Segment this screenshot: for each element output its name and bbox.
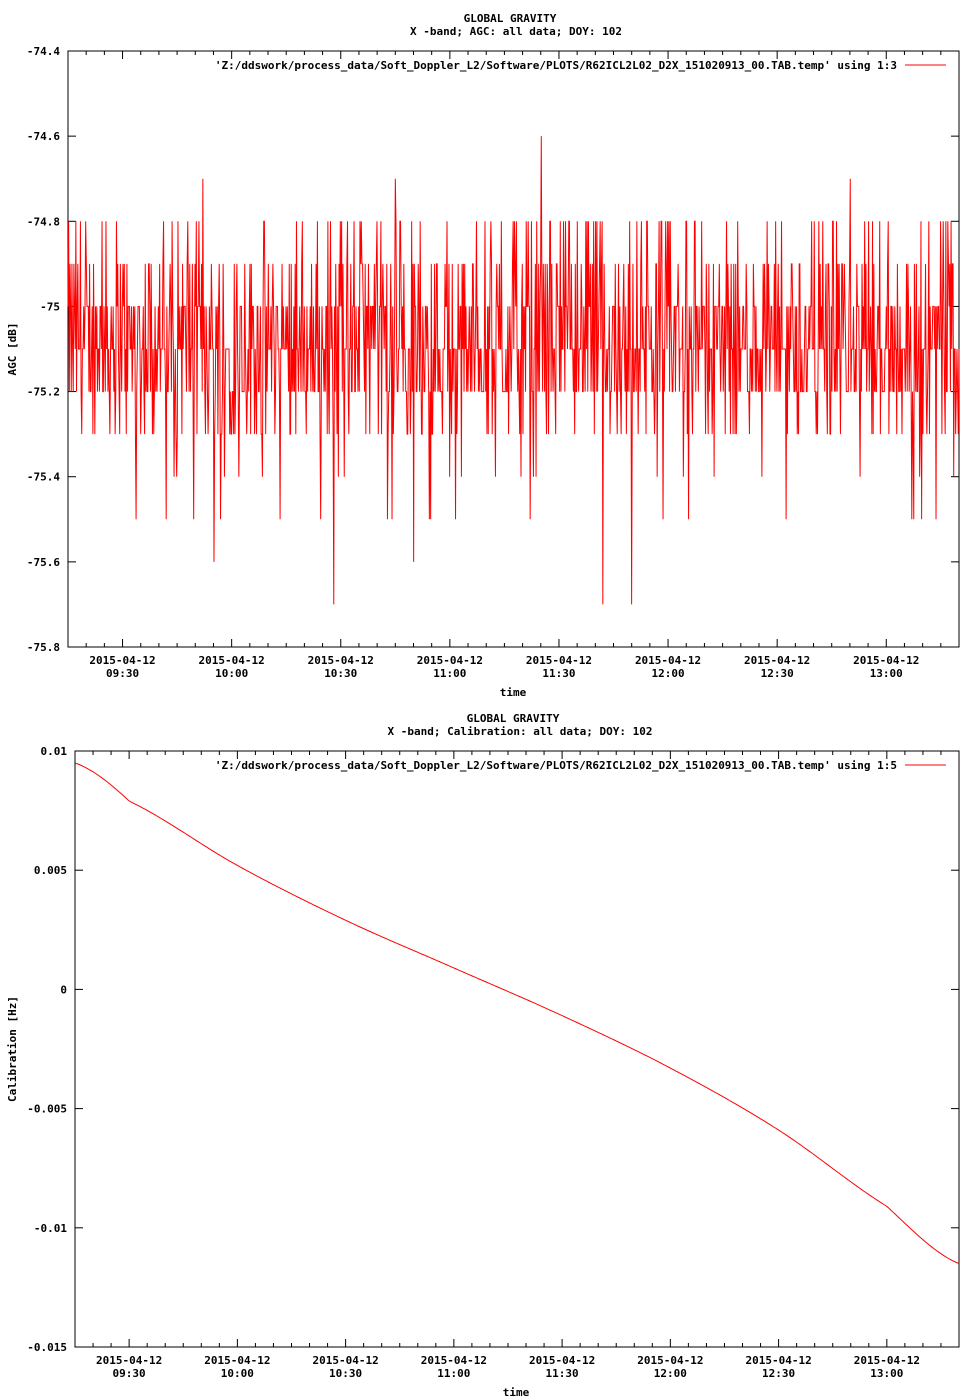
calibration-series-line [74,762,960,1265]
calibration-y-tick-label: -0.015 [27,1341,67,1354]
calibration-x-tick-time: 12:00 [654,1367,687,1380]
calibration-chart-title: GLOBAL GRAVITY [467,712,560,725]
calibration-x-tick-date: 2015-04-12 [421,1354,487,1367]
calibration-x-tick-date: 2015-04-12 [312,1354,378,1367]
calibration-y-ticks: 0.01 0.005 0 -0.005 -0.01 -0.015 [27,745,959,1354]
calibration-x-axis-label: time [503,1386,530,1399]
agc-y-tick-label: -75.6 [27,556,60,569]
calibration-x-tick-time: 09:30 [113,1367,146,1380]
agc-x-tick-time: 09:30 [106,667,139,680]
agc-x-tick-date: 2015-04-12 [526,654,592,667]
agc-x-tick-date: 2015-04-12 [635,654,701,667]
agc-series-path [67,136,960,605]
calibration-series-path [74,762,960,1265]
calibration-x-tick-date: 2015-04-12 [204,1354,270,1367]
calibration-x-tick-time: 12:30 [762,1367,795,1380]
agc-y-tick-label: -75 [40,300,60,313]
calibration-x-ticks: 2015-04-1209:302015-04-1210:002015-04-12… [74,751,960,1380]
agc-chart: GLOBAL GRAVITY X -band; AGC: all data; D… [6,12,960,699]
agc-plot-frame [67,50,960,648]
agc-series-line [67,136,960,605]
calibration-y-axis-label: Calibration [Hz] [6,996,19,1102]
calibration-chart-subtitle: X -band; Calibration: all data; DOY: 102 [388,725,653,738]
calibration-x-tick-date: 2015-04-12 [529,1354,595,1367]
agc-x-tick-date: 2015-04-12 [199,654,265,667]
calibration-x-tick-time: 13:00 [870,1367,903,1380]
calibration-legend-label: 'Z:/ddswork/process_data/Soft_Doppler_L2… [215,759,897,772]
calibration-plot-frame [74,750,960,1348]
agc-x-tick-time: 11:00 [433,667,466,680]
agc-legend-label: 'Z:/ddswork/process_data/Soft_Doppler_L2… [215,59,897,72]
calibration-x-tick-time: 11:30 [546,1367,579,1380]
calibration-y-tick-label: 0 [60,983,67,996]
agc-x-tick-time: 10:00 [215,667,248,680]
calibration-chart: GLOBAL GRAVITY X -band; Calibration: all… [6,712,960,1399]
calibration-x-tick-date: 2015-04-12 [745,1354,811,1367]
agc-x-tick-time: 10:30 [324,667,357,680]
agc-x-axis-label: time [500,686,527,699]
agc-x-tick-date: 2015-04-12 [89,654,155,667]
agc-chart-title: GLOBAL GRAVITY [464,12,557,25]
agc-y-tick-label: -75.2 [27,386,60,399]
calibration-x-tick-date: 2015-04-12 [637,1354,703,1367]
agc-chart-subtitle: X -band; AGC: all data; DOY: 102 [410,25,622,38]
calibration-y-tick-label: 0.01 [41,745,68,758]
agc-x-tick-time: 12:00 [651,667,684,680]
agc-y-tick-label: -74.8 [27,215,60,228]
calibration-x-tick-time: 11:00 [437,1367,470,1380]
agc-y-tick-label: -74.6 [27,130,60,143]
calibration-y-tick-label: -0.005 [27,1103,67,1116]
agc-x-tick-time: 12:30 [761,667,794,680]
calibration-y-tick-label: -0.01 [34,1222,67,1235]
agc-y-tick-label: -75.4 [27,471,60,484]
calibration-x-tick-date: 2015-04-12 [854,1354,920,1367]
calibration-x-tick-time: 10:30 [329,1367,362,1380]
calibration-x-tick-time: 10:00 [221,1367,254,1380]
calibration-x-tick-date: 2015-04-12 [96,1354,162,1367]
calibration-y-tick-label: 0.005 [34,864,67,877]
agc-x-tick-date: 2015-04-12 [744,654,810,667]
agc-y-axis-label: AGC [dB] [6,323,19,376]
agc-x-tick-date: 2015-04-12 [853,654,919,667]
agc-x-tick-time: 11:30 [542,667,575,680]
agc-x-tick-time: 13:00 [870,667,903,680]
agc-x-tick-date: 2015-04-12 [417,654,483,667]
agc-x-tick-date: 2015-04-12 [308,654,374,667]
agc-y-tick-label: -75.8 [27,641,60,654]
agc-y-tick-label: -74.4 [27,45,60,58]
agc-x-ticks: 2015-04-1209:302015-04-1210:002015-04-12… [67,51,960,680]
